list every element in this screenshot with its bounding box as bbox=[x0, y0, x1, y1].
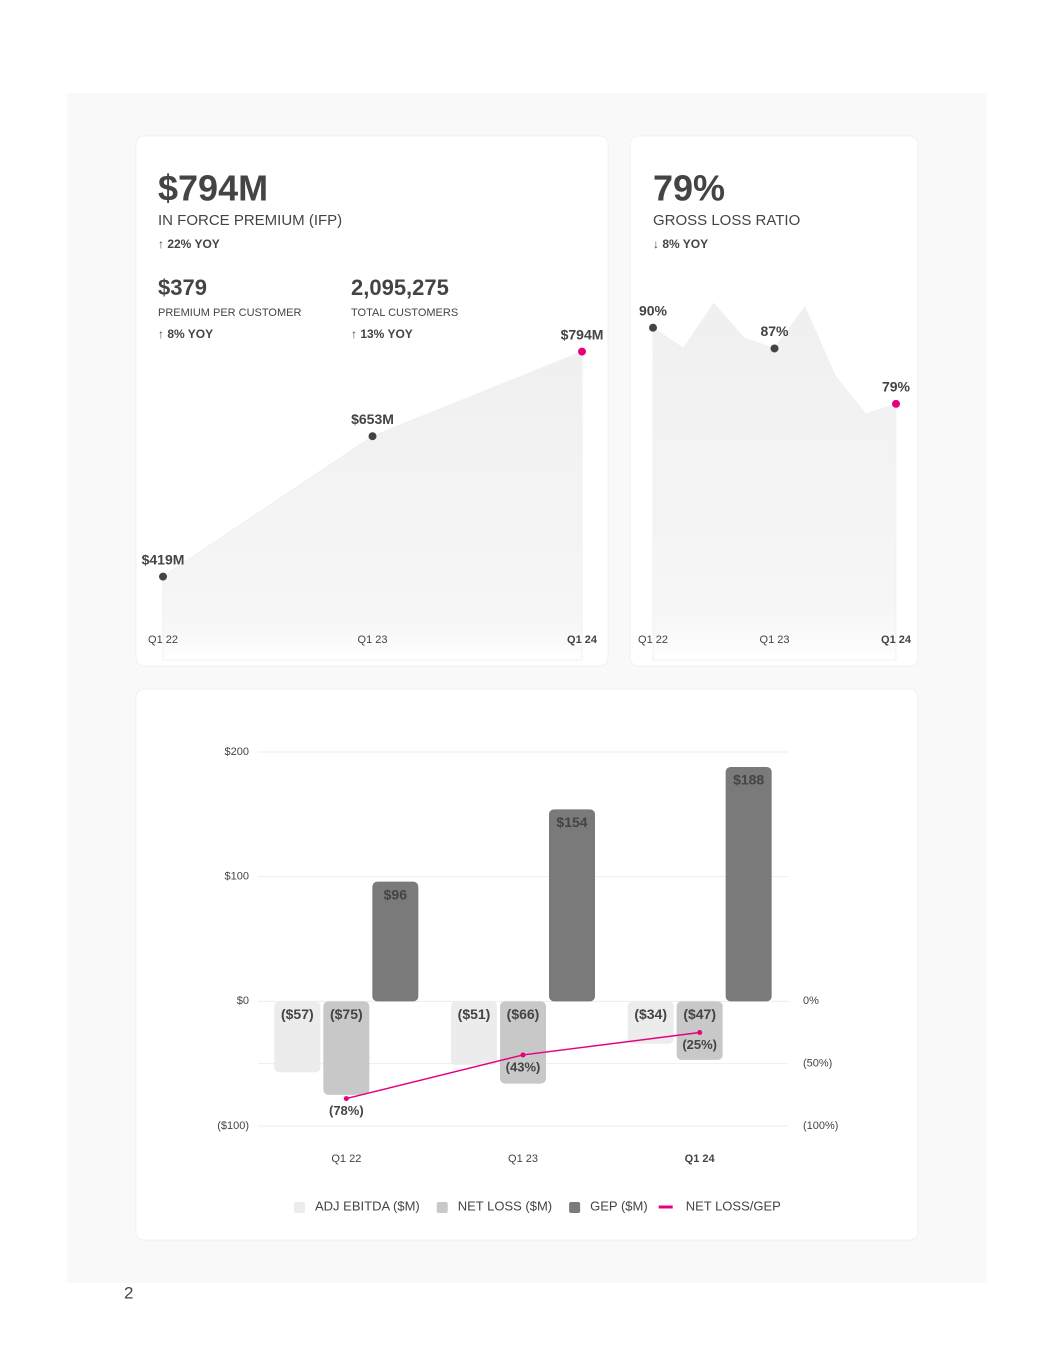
kpi-label: IN FORCE PREMIUM (IFP) bbox=[158, 212, 342, 229]
value-label: $794M bbox=[561, 326, 604, 342]
value-label: $188 bbox=[733, 772, 764, 788]
value-label: ($34) bbox=[634, 1006, 667, 1022]
value-label: 90% bbox=[639, 302, 668, 318]
point bbox=[520, 1052, 526, 1058]
area bbox=[162, 350, 583, 661]
x-tick-label: Q1 22 bbox=[148, 634, 178, 646]
legend-label: GEP ($M) bbox=[590, 1198, 648, 1213]
y2-tick-label: (50%) bbox=[803, 1058, 832, 1070]
point bbox=[578, 347, 586, 356]
x-tick-label: Q1 23 bbox=[358, 634, 388, 646]
value-label: $96 bbox=[384, 886, 408, 902]
bar bbox=[451, 1001, 497, 1065]
y-tick-label: $200 bbox=[225, 746, 249, 758]
value-label: (25%) bbox=[682, 1037, 717, 1052]
value-label: ($75) bbox=[330, 1006, 363, 1022]
card bbox=[135, 688, 919, 1241]
bar bbox=[500, 1001, 546, 1084]
kpi-change: ↑ 13% YOY bbox=[351, 327, 413, 341]
value-label: (78%) bbox=[329, 1103, 364, 1118]
kpi-value: $794M bbox=[158, 168, 268, 209]
bar bbox=[627, 1001, 674, 1044]
value-label: 87% bbox=[760, 323, 789, 339]
bar bbox=[372, 881, 419, 1002]
kpi-label: PREMIUM PER CUSTOMER bbox=[158, 307, 301, 319]
value-label: (43%) bbox=[506, 1059, 541, 1074]
kpi-value: 2,095,275 bbox=[351, 275, 449, 300]
bar bbox=[549, 809, 595, 1002]
x-tick-label: Q1 24 bbox=[881, 634, 912, 646]
value-label: ($66) bbox=[507, 1006, 540, 1022]
bar bbox=[323, 1001, 370, 1095]
point bbox=[770, 344, 779, 353]
page-number: 2 bbox=[124, 1283, 133, 1302]
x-tick-label: Q1 24 bbox=[567, 634, 598, 646]
kpi-value: 79% bbox=[653, 168, 725, 209]
bar bbox=[274, 1001, 321, 1073]
y2-tick-label: 0% bbox=[803, 995, 819, 1007]
kpi-label: GROSS LOSS RATIO bbox=[653, 212, 800, 229]
point bbox=[649, 323, 657, 332]
area bbox=[652, 302, 897, 661]
legend-label: NET LOSS ($M) bbox=[458, 1198, 552, 1213]
legend-swatch bbox=[294, 1202, 305, 1213]
bar bbox=[725, 766, 772, 1002]
value-label: ($47) bbox=[683, 1006, 716, 1022]
kpi-change: ↓ 8% YOY bbox=[653, 237, 708, 251]
x-tick-label: Q1 23 bbox=[508, 1153, 538, 1165]
value-label: ($51) bbox=[458, 1006, 491, 1022]
legend-label: ADJ EBITDA ($M) bbox=[315, 1198, 420, 1213]
y2-tick-label: (100%) bbox=[803, 1120, 838, 1132]
kpi-change: ↑ 22% YOY bbox=[158, 237, 220, 251]
y-tick-label: ($100) bbox=[217, 1120, 249, 1132]
y-tick-label: $0 bbox=[237, 995, 249, 1007]
point bbox=[892, 399, 900, 408]
x-tick-label: Q1 24 bbox=[685, 1153, 716, 1165]
x-tick-label: Q1 22 bbox=[638, 634, 668, 646]
kpi-label: TOTAL CUSTOMERS bbox=[351, 307, 458, 319]
point bbox=[343, 1096, 349, 1102]
point bbox=[159, 572, 167, 581]
legend-label: NET LOSS/GEP bbox=[686, 1198, 781, 1213]
value-label: $154 bbox=[556, 814, 587, 830]
x-tick-label: Q1 23 bbox=[760, 634, 790, 646]
legend-swatch bbox=[569, 1202, 581, 1213]
x-tick-label: Q1 22 bbox=[331, 1153, 361, 1165]
value-label: $419M bbox=[142, 551, 185, 567]
value-label: 79% bbox=[882, 379, 911, 395]
legend-swatch bbox=[436, 1202, 448, 1213]
kpi-change: ↑ 8% YOY bbox=[158, 327, 213, 341]
value-label: ($57) bbox=[281, 1006, 314, 1022]
point bbox=[697, 1030, 703, 1035]
point bbox=[368, 432, 377, 441]
y-tick-label: $100 bbox=[225, 871, 249, 883]
value-label: $653M bbox=[351, 411, 394, 427]
kpi-value: $379 bbox=[158, 275, 207, 300]
